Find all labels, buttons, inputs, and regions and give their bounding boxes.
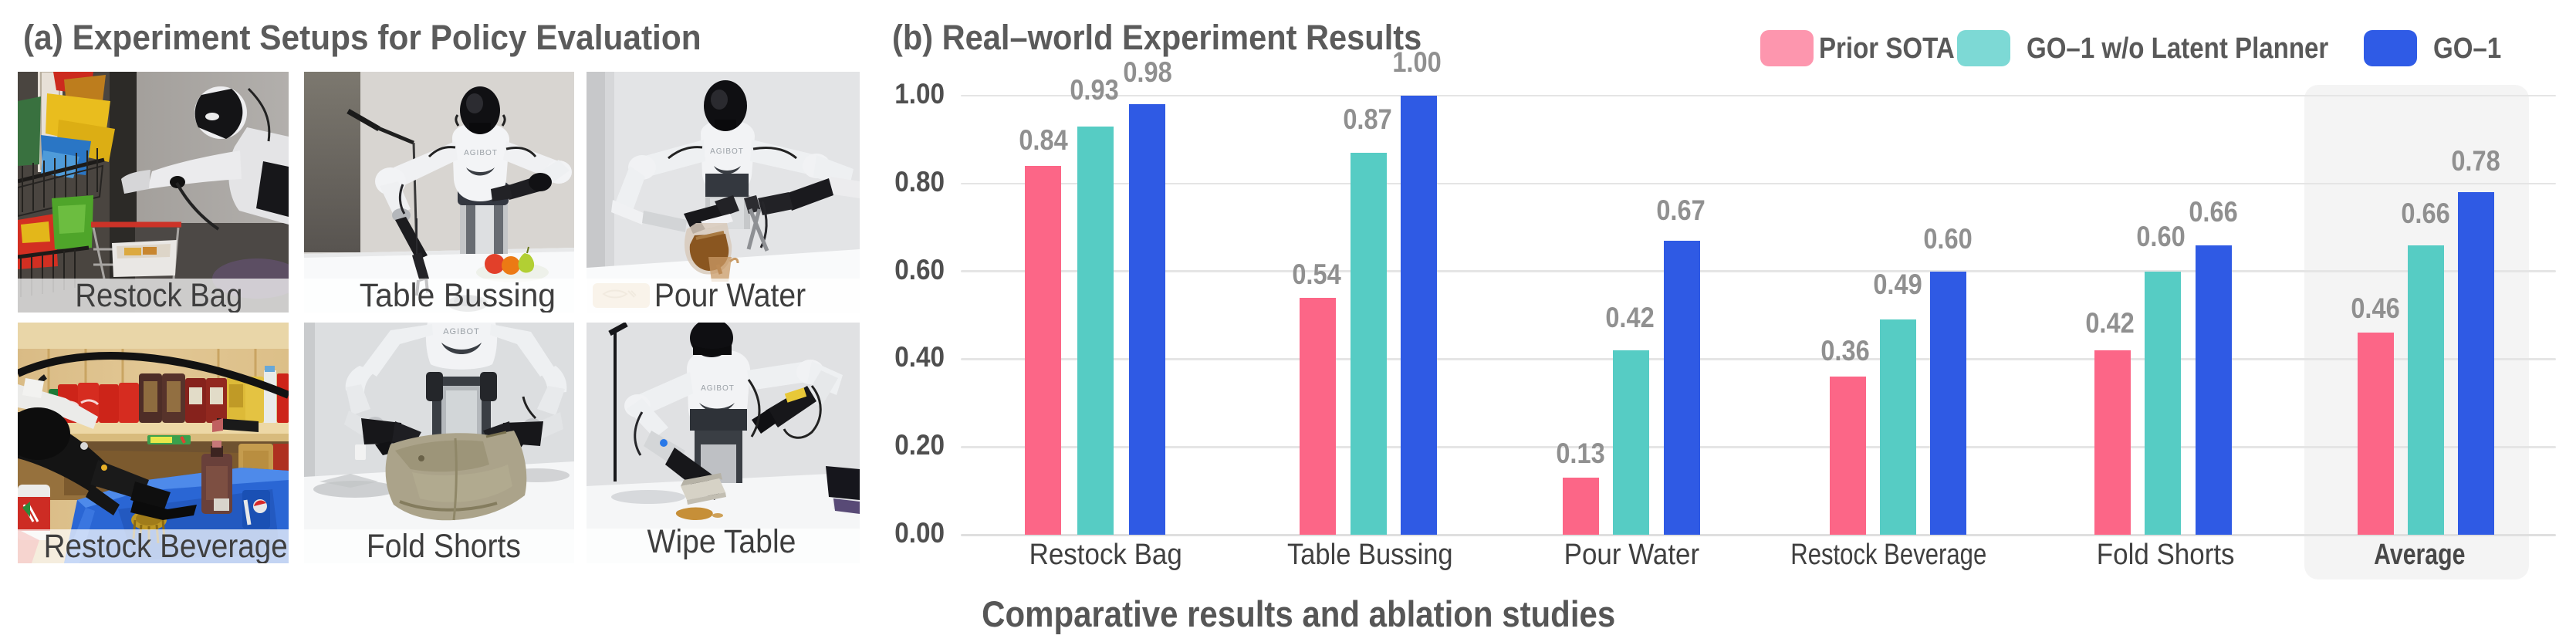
- svg-text:AGIBOT: AGIBOT: [701, 384, 735, 393]
- svg-text:AGIBOT: AGIBOT: [710, 147, 744, 156]
- svg-text:AGIBOT: AGIBOT: [443, 327, 480, 336]
- svg-text:AGIBOT: AGIBOT: [464, 149, 498, 157]
